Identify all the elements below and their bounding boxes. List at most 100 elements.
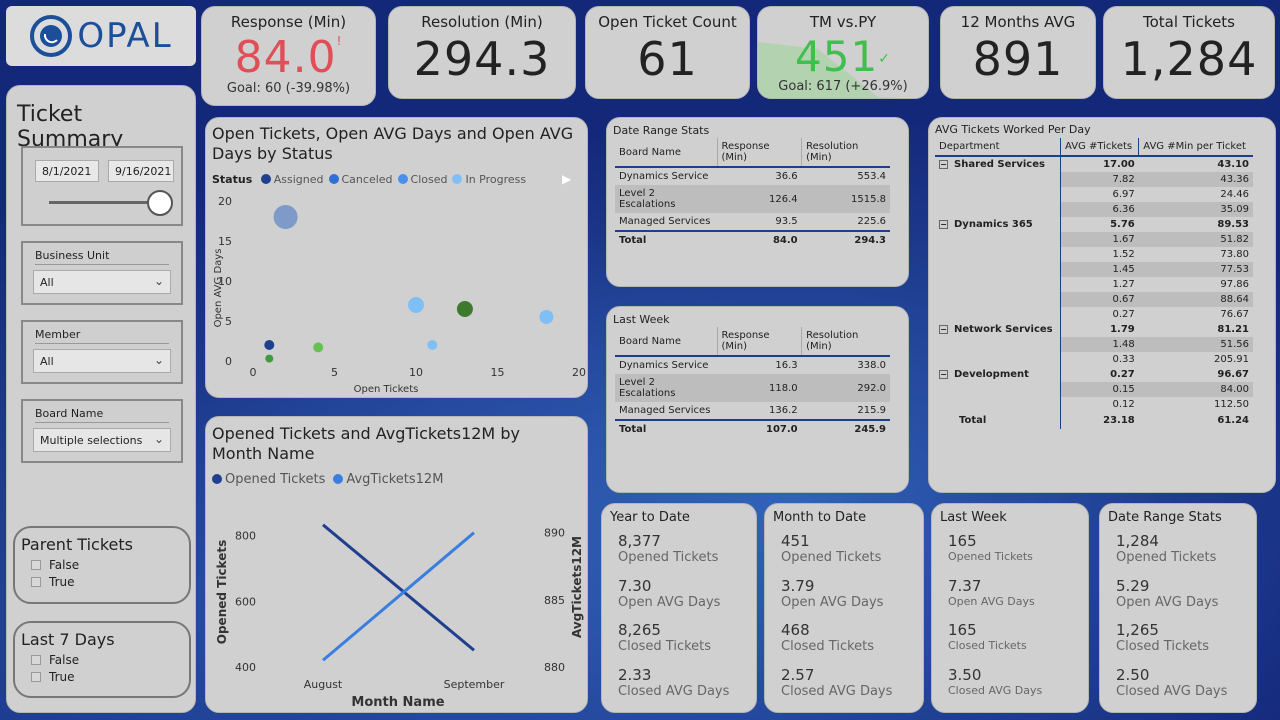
legend-item[interactable]: AvgTickets12M (333, 472, 443, 487)
column-header[interactable]: Resolution (Min) (801, 138, 890, 168)
table-row: 1.52 73.80 (935, 247, 1253, 262)
scatter-point (408, 297, 424, 313)
legend-item[interactable]: In Progress (452, 173, 526, 186)
column-header[interactable]: Board Name (615, 327, 717, 357)
kpi-title: Total Tickets (1143, 13, 1235, 31)
scatter-point (264, 340, 275, 350)
avg-tickets-cell: 0.15 (1059, 382, 1139, 397)
column-header[interactable]: AVG #Min per Ticket (1138, 138, 1253, 157)
chart-legend: Status Assigned Canceled Closed In Progress (212, 173, 526, 186)
legend-item[interactable]: Assigned (260, 173, 324, 186)
avg-tickets-cell: 1.52 (1059, 247, 1139, 262)
column-header[interactable]: Resolution (Min) (801, 327, 890, 357)
avg-min-cell: 84.00 (1138, 382, 1253, 397)
table-row: Dynamics Service 16.3 338.0 (615, 356, 890, 374)
column-header[interactable]: Response (Min) (716, 327, 802, 357)
member-dropdown[interactable]: All ⌄ (33, 349, 171, 373)
table-cell: 36.6 (775, 171, 798, 182)
department-cell[interactable]: − Shared Services (939, 159, 1045, 170)
avg-min-cell: 76.67 (1220, 309, 1249, 320)
date-range-slicer[interactable]: 8/1/2021 9/16/2021 (21, 146, 183, 226)
department-cell[interactable]: − Network Services (939, 324, 1053, 335)
table-cell: 1515.8 (801, 185, 890, 213)
column-header[interactable]: Response (Min) (716, 138, 802, 168)
department-cell[interactable]: − Development (939, 369, 1029, 380)
y-tick-label: 15 (218, 235, 232, 248)
avg-min-cell: 43.10 (1217, 159, 1249, 170)
kpi-goal: Goal: 60 (-39.98%) (226, 81, 351, 97)
table-row: 6.36 35.09 (935, 202, 1253, 217)
date-end-input[interactable]: 9/16/2021 (108, 160, 174, 182)
legend-item[interactable]: Opened Tickets (212, 472, 325, 487)
stat-item: 8,377 Opened Tickets (618, 532, 718, 565)
legend-item[interactable]: Closed (397, 173, 447, 186)
department-cell (935, 307, 1061, 322)
stat-label: Open AVG Days (618, 594, 721, 610)
kpi-12-months-avg[interactable]: 12 Months AVG 891 (940, 6, 1096, 99)
collapse-icon[interactable]: − (939, 370, 948, 379)
table-cell: 292.0 (801, 374, 890, 402)
avg-min-cell: 89.53 (1217, 219, 1249, 230)
stat-value: 7.30 (618, 576, 652, 595)
slicer-label: Board Name (35, 407, 169, 423)
last7-true-checkbox[interactable]: True (31, 670, 189, 684)
avg-tickets-table: Department AVG #Tickets AVG #Min per Ticke… (935, 138, 1253, 429)
stat-label: Closed Tickets (618, 639, 712, 654)
table-row: 1.67 51.82 (935, 232, 1253, 247)
avg-tickets-cell: 1.48 (1059, 337, 1139, 352)
avg-tickets-cell: 6.36 (1059, 202, 1139, 217)
stat-item: 165 Opened Tickets (948, 532, 1033, 563)
stat-label: Open AVG Days (948, 594, 1035, 608)
y-tick-label: 10 (218, 275, 232, 288)
table-cell: 61.24 (1217, 415, 1249, 426)
checkbox-icon (31, 577, 41, 587)
date-start-input[interactable]: 8/1/2021 (35, 160, 99, 182)
last7-false-checkbox[interactable]: False (31, 653, 189, 667)
department-cell (935, 277, 1061, 292)
table-row: 0.33 205.91 (935, 352, 1253, 367)
kpi-response[interactable]: Response (Min) 84.0! Goal: 60 (-39.98%) (201, 6, 376, 106)
kpi-open-ticket-count[interactable]: Open Ticket Count 61 (585, 6, 750, 99)
parent-tickets-false-checkbox[interactable]: False (31, 558, 189, 572)
legend-next-icon[interactable]: ▶ (562, 172, 572, 186)
avg-min-cell: 96.67 (1217, 369, 1249, 380)
stat-value: 2.33 (618, 665, 652, 684)
table-cell: Dynamics Service (619, 171, 709, 182)
column-header[interactable]: Department (935, 138, 1061, 157)
parent-tickets-true-checkbox[interactable]: True (31, 575, 189, 589)
collapse-icon[interactable]: − (939, 325, 948, 334)
series-line (322, 531, 475, 662)
avg-tickets-cell: 0.67 (1059, 292, 1139, 307)
scatter-point (313, 342, 324, 353)
table-cell: Managed Services (619, 405, 711, 416)
stat-value: 468 (781, 621, 810, 639)
table-row: 0.27 76.67 (935, 307, 1253, 322)
collapse-icon[interactable]: − (939, 160, 948, 169)
kpi-resolution[interactable]: Resolution (Min) 294.3 (388, 6, 576, 99)
x-tick-label: 10 (409, 366, 423, 379)
board-name-dropdown[interactable]: Multiple selections ⌄ (33, 428, 171, 452)
kpi-tm-vs-py[interactable]: TM vs.PY 451✓ Goal: 617 (+26.9%) (757, 6, 929, 99)
avg-tickets-cell: 1.45 (1059, 262, 1139, 277)
collapse-icon[interactable]: − (939, 220, 948, 229)
legend-marker (333, 474, 344, 484)
x-tick-label: 5 (331, 366, 338, 379)
date-slider-handle[interactable] (147, 190, 173, 216)
opal-logo: OPAL (6, 6, 196, 66)
legend-item[interactable]: Canceled (328, 173, 393, 186)
column-header[interactable]: Board Name (615, 138, 717, 168)
stat-value: 1,284 (1116, 532, 1159, 550)
department-cell (935, 292, 1061, 307)
department-cell[interactable]: − Dynamics 365 (939, 219, 1033, 230)
stat-label: Closed Tickets (781, 639, 875, 654)
kpi-title: Response (Min) (230, 13, 347, 31)
kpi-value: 294.3 (413, 32, 551, 86)
line-chart-card: Opened Tickets and AvgTickets12M by Mont… (205, 416, 588, 713)
table-cell: 16.3 (775, 360, 798, 371)
member-slicer: Member All ⌄ (21, 320, 183, 384)
business-unit-dropdown[interactable]: All ⌄ (33, 270, 171, 294)
column-header[interactable]: AVG #Tickets (1059, 138, 1139, 157)
stat-value: 7.37 (948, 576, 982, 595)
kpi-total-tickets[interactable]: Total Tickets 1,284 (1103, 6, 1275, 99)
date-slider-track[interactable] (49, 201, 161, 204)
